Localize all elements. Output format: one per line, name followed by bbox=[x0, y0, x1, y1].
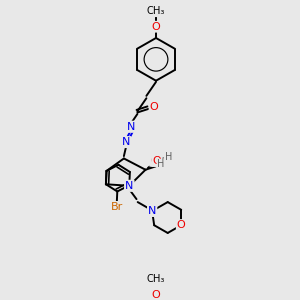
Text: N: N bbox=[148, 206, 156, 216]
Text: O: O bbox=[152, 290, 160, 299]
Text: H: H bbox=[158, 159, 165, 170]
Text: O: O bbox=[177, 220, 186, 230]
Text: N: N bbox=[125, 181, 134, 191]
Text: H: H bbox=[165, 152, 172, 162]
Text: CH₃: CH₃ bbox=[147, 274, 165, 284]
Text: N: N bbox=[122, 137, 130, 147]
Text: N: N bbox=[127, 122, 135, 132]
Text: O: O bbox=[152, 156, 161, 166]
Text: O: O bbox=[152, 156, 161, 166]
Text: Br: Br bbox=[110, 202, 123, 212]
Text: CH₃: CH₃ bbox=[147, 6, 165, 16]
Text: N: N bbox=[125, 181, 134, 191]
Text: H: H bbox=[158, 159, 165, 170]
Text: O: O bbox=[150, 156, 159, 166]
Text: N: N bbox=[122, 137, 130, 147]
Text: H: H bbox=[165, 152, 172, 162]
Text: O: O bbox=[152, 22, 160, 32]
Text: O: O bbox=[177, 220, 186, 230]
Text: N: N bbox=[127, 122, 135, 132]
Text: O: O bbox=[149, 102, 158, 112]
Text: Br: Br bbox=[110, 202, 123, 212]
Text: N: N bbox=[148, 206, 156, 216]
